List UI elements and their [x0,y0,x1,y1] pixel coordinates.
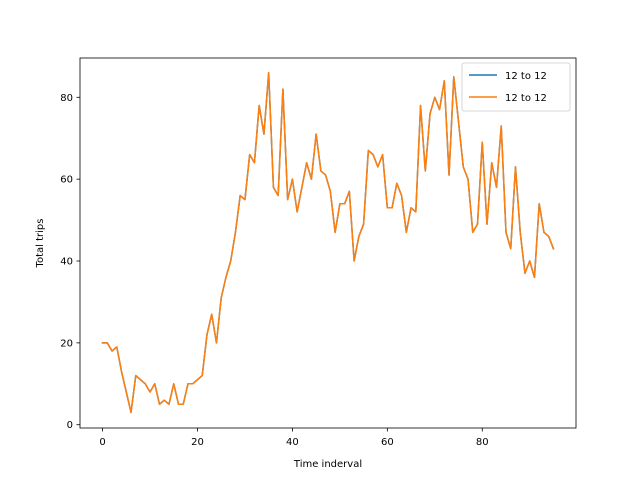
legend: 12 to 12 12 to 12 [461,62,571,112]
y-axis: 0 20 40 60 80 [60,93,80,431]
y-tick-label: 20 [60,338,73,349]
x-tick-label: 80 [476,437,489,448]
y-tick-label: 0 [67,420,73,431]
y-tick-label: 40 [60,257,73,268]
y-tick-label: 60 [60,175,73,186]
series-line-2 [101,71,555,414]
x-tick-label: 40 [286,437,299,448]
legend-label-series-2: 12 to 12 [505,93,547,104]
series-layer [101,71,555,414]
x-axis: 0 20 40 60 80 [99,428,489,448]
y-tick-label: 80 [60,93,73,104]
x-tick-label: 20 [191,437,204,448]
y-axis-label: Total trips [35,219,46,269]
x-tick-label: 60 [381,437,394,448]
x-axis-label: Time inderval [293,459,362,470]
x-tick-label: 0 [99,437,105,448]
plot-frame [79,57,577,429]
legend-label-series-1: 12 to 12 [505,71,547,82]
